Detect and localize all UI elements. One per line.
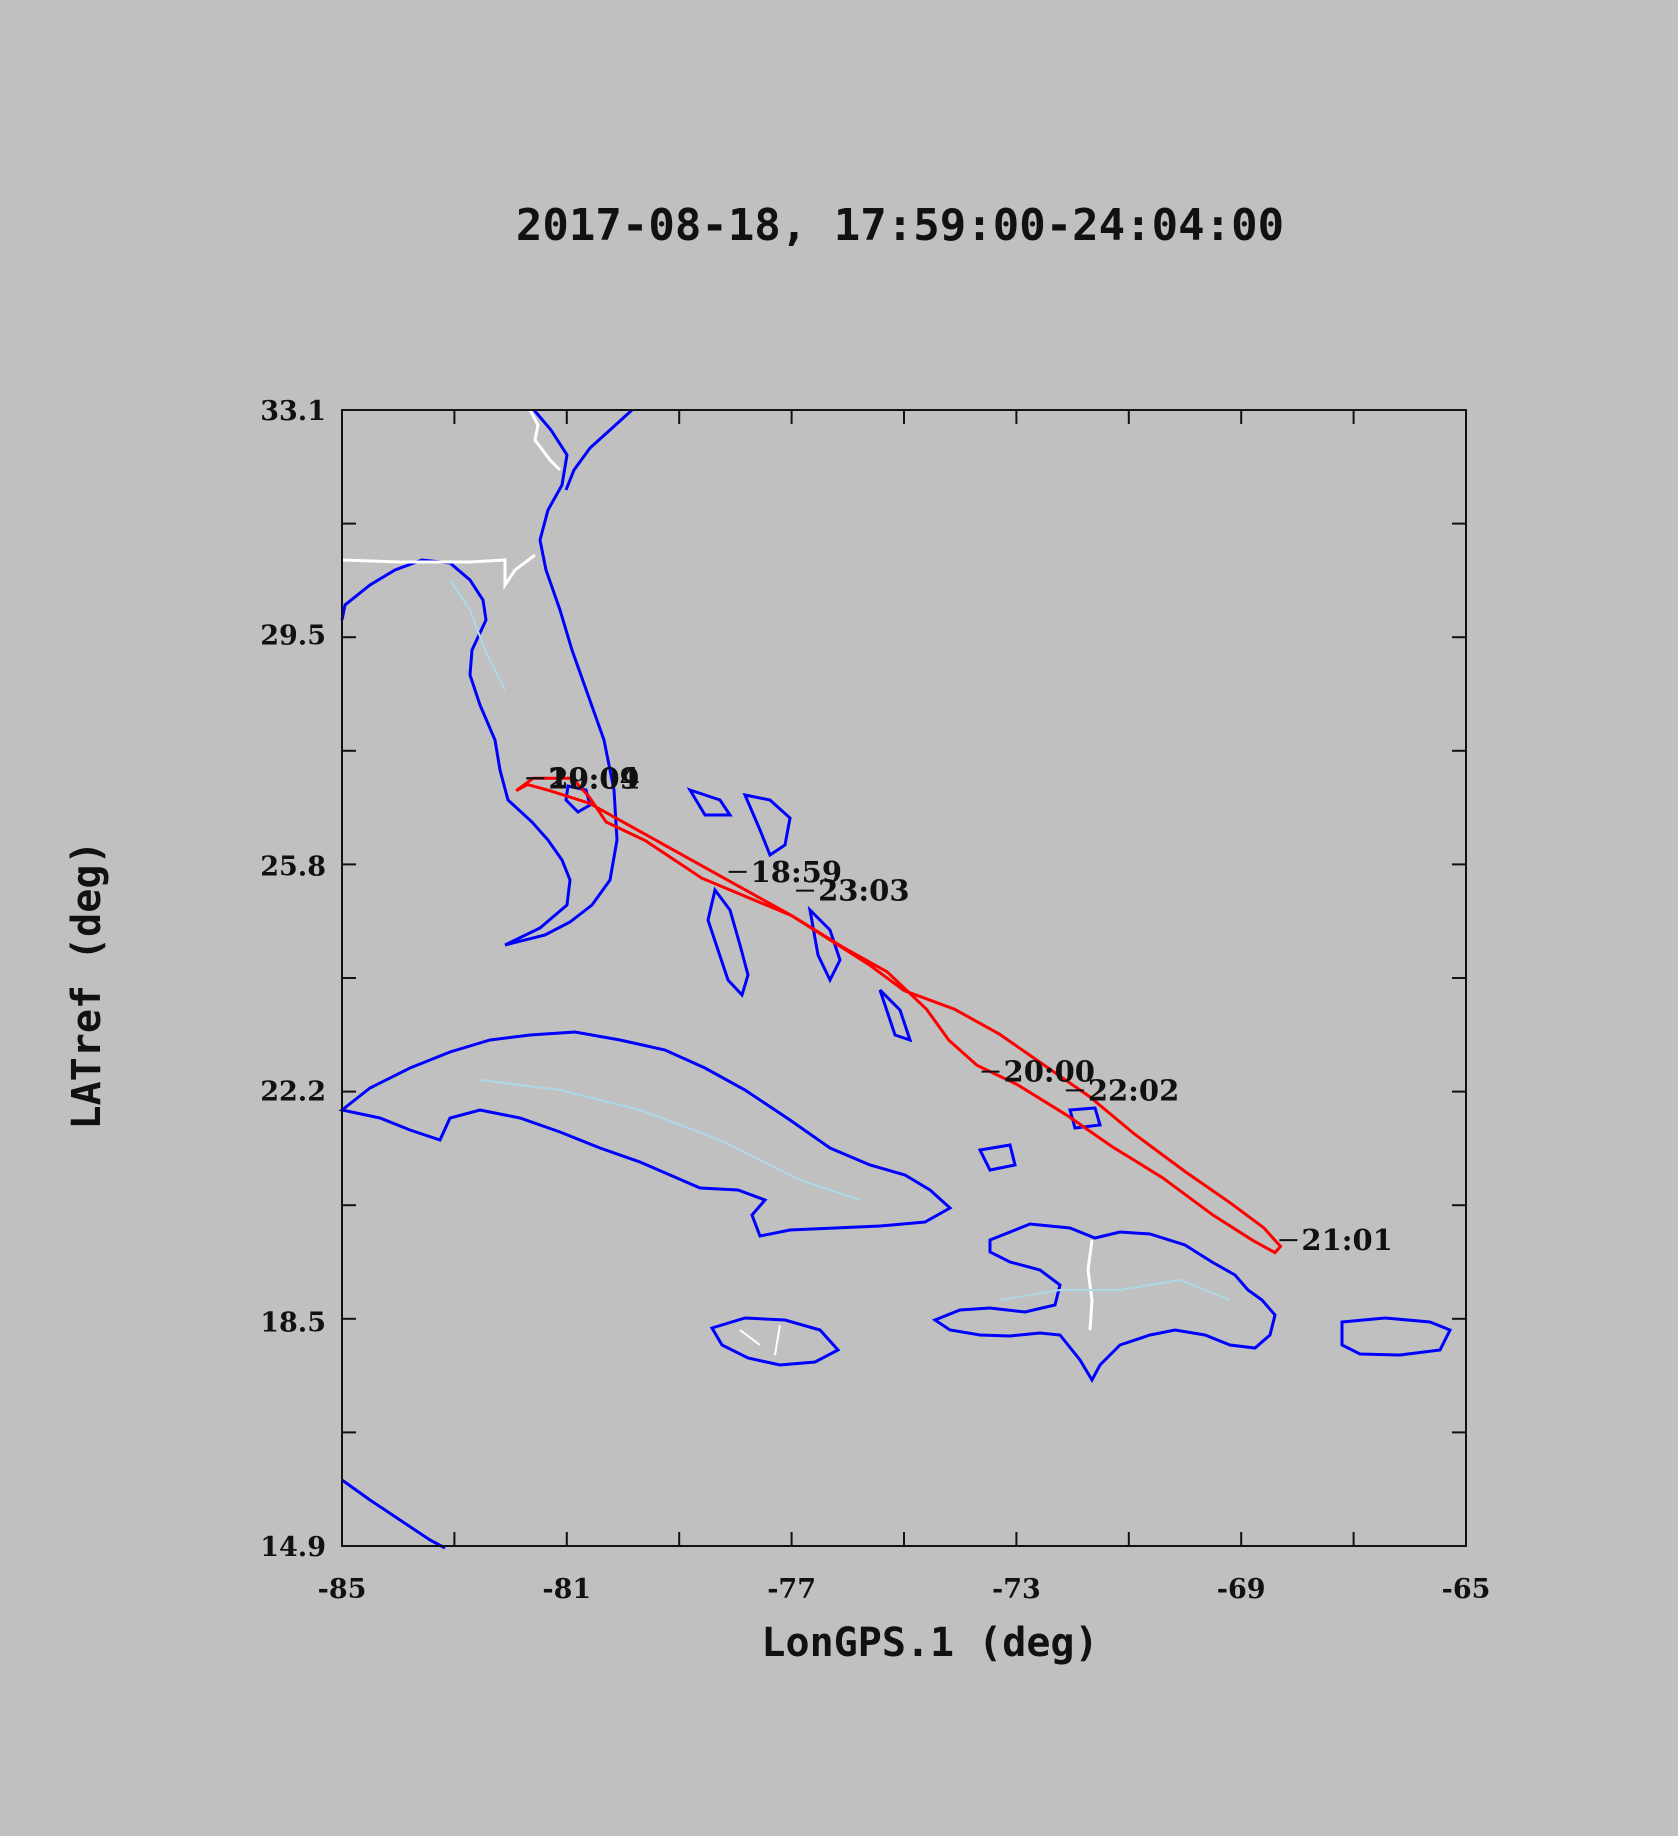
time-annotation-label: 18:59 xyxy=(751,855,842,889)
x-tick-label: -85 xyxy=(318,1574,367,1605)
plot-frame xyxy=(341,409,1467,1547)
florida-coastline xyxy=(340,409,619,947)
rivers-hispaniola xyxy=(999,1278,1231,1301)
x-tick-label: -73 xyxy=(992,1574,1041,1605)
bahamas-grand xyxy=(686,787,733,817)
bahamas-andros xyxy=(706,886,750,998)
time-annotation-label: 22:02 xyxy=(1088,1073,1179,1107)
jamaica-coastline xyxy=(709,1316,841,1367)
time-annotation-label: 19:09 xyxy=(548,761,639,795)
bahamas-abaco xyxy=(742,792,792,858)
y-tick-label: 33.1 xyxy=(260,396,326,427)
plot-axes: -85 -81 -77 -73 -69 -65 14.9 18.5 22.2 25.8 29.5 33… xyxy=(260,396,1490,1605)
rivers-cuba xyxy=(479,1079,861,1201)
rivers-florida xyxy=(449,579,506,691)
us-state-border-1 xyxy=(341,553,536,590)
x-tick-label: -81 xyxy=(542,1574,591,1605)
map-base-layer xyxy=(338,408,1453,1550)
y-axis-label: LATref (deg) xyxy=(64,841,110,1130)
y-tick-label: 22.2 xyxy=(260,1076,326,1107)
x-tick-label: -69 xyxy=(1217,1574,1266,1605)
us-state-border-2 xyxy=(528,409,562,472)
georgia-coastline xyxy=(564,408,634,491)
time-annotation-label: 23:03 xyxy=(818,874,909,908)
y-tick-label: 18.5 xyxy=(260,1307,326,1338)
cuba-coastline xyxy=(338,1030,953,1238)
bahamas-eleuthera xyxy=(807,905,842,984)
y-tick-label: 25.8 xyxy=(260,852,326,883)
time-annotation-label: 21:01 xyxy=(1301,1223,1392,1257)
x-axis-label: LonGPS.1 (deg) xyxy=(761,1620,1098,1666)
y-tick-label: 29.5 xyxy=(260,621,326,652)
central-america-coast xyxy=(341,1478,446,1550)
time-annotation-label: 20:04 xyxy=(548,761,639,795)
x-tick-label: -65 xyxy=(1442,1574,1491,1605)
hispaniola-coastline xyxy=(931,1222,1277,1384)
turks-caicos xyxy=(1068,1106,1102,1130)
x-tick-label: -77 xyxy=(767,1574,816,1605)
puerto-rico-coastline xyxy=(1340,1316,1453,1357)
chart-title: 2017-08-18, 17:59:00-24:04:00 xyxy=(516,200,1284,251)
bahamas-inagua xyxy=(977,1143,1017,1172)
time-annotation-label: 20:00 xyxy=(1004,1055,1095,1089)
haiti-dr-border xyxy=(1086,1239,1094,1331)
flight-track-line xyxy=(515,776,1283,1255)
bahamas-long xyxy=(878,988,913,1043)
jamaica-parishes xyxy=(739,1324,781,1356)
y-tick-label: 14.9 xyxy=(260,1532,326,1563)
